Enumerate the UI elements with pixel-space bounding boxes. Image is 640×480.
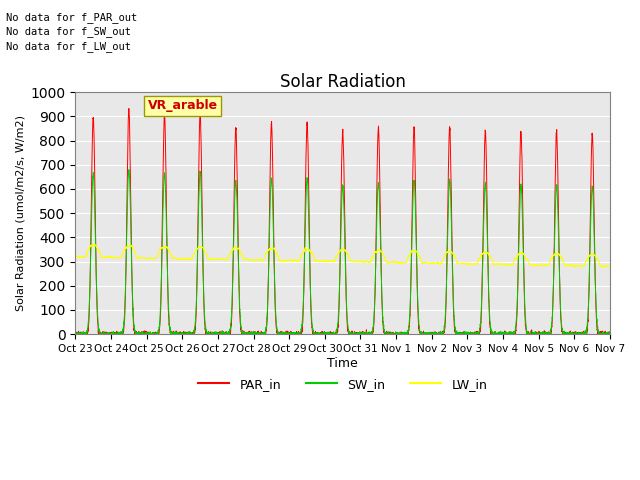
X-axis label: Time: Time bbox=[327, 357, 358, 370]
Text: No data for f_SW_out: No data for f_SW_out bbox=[6, 26, 131, 37]
Text: No data for f_PAR_out: No data for f_PAR_out bbox=[6, 12, 138, 23]
Text: No data for f_LW_out: No data for f_LW_out bbox=[6, 41, 131, 52]
Title: Solar Radiation: Solar Radiation bbox=[280, 72, 406, 91]
Text: VR_arable: VR_arable bbox=[148, 99, 218, 112]
Legend: PAR_in, SW_in, LW_in: PAR_in, SW_in, LW_in bbox=[193, 372, 492, 396]
Y-axis label: Solar Radiation (umol/m2/s, W/m2): Solar Radiation (umol/m2/s, W/m2) bbox=[15, 115, 25, 311]
